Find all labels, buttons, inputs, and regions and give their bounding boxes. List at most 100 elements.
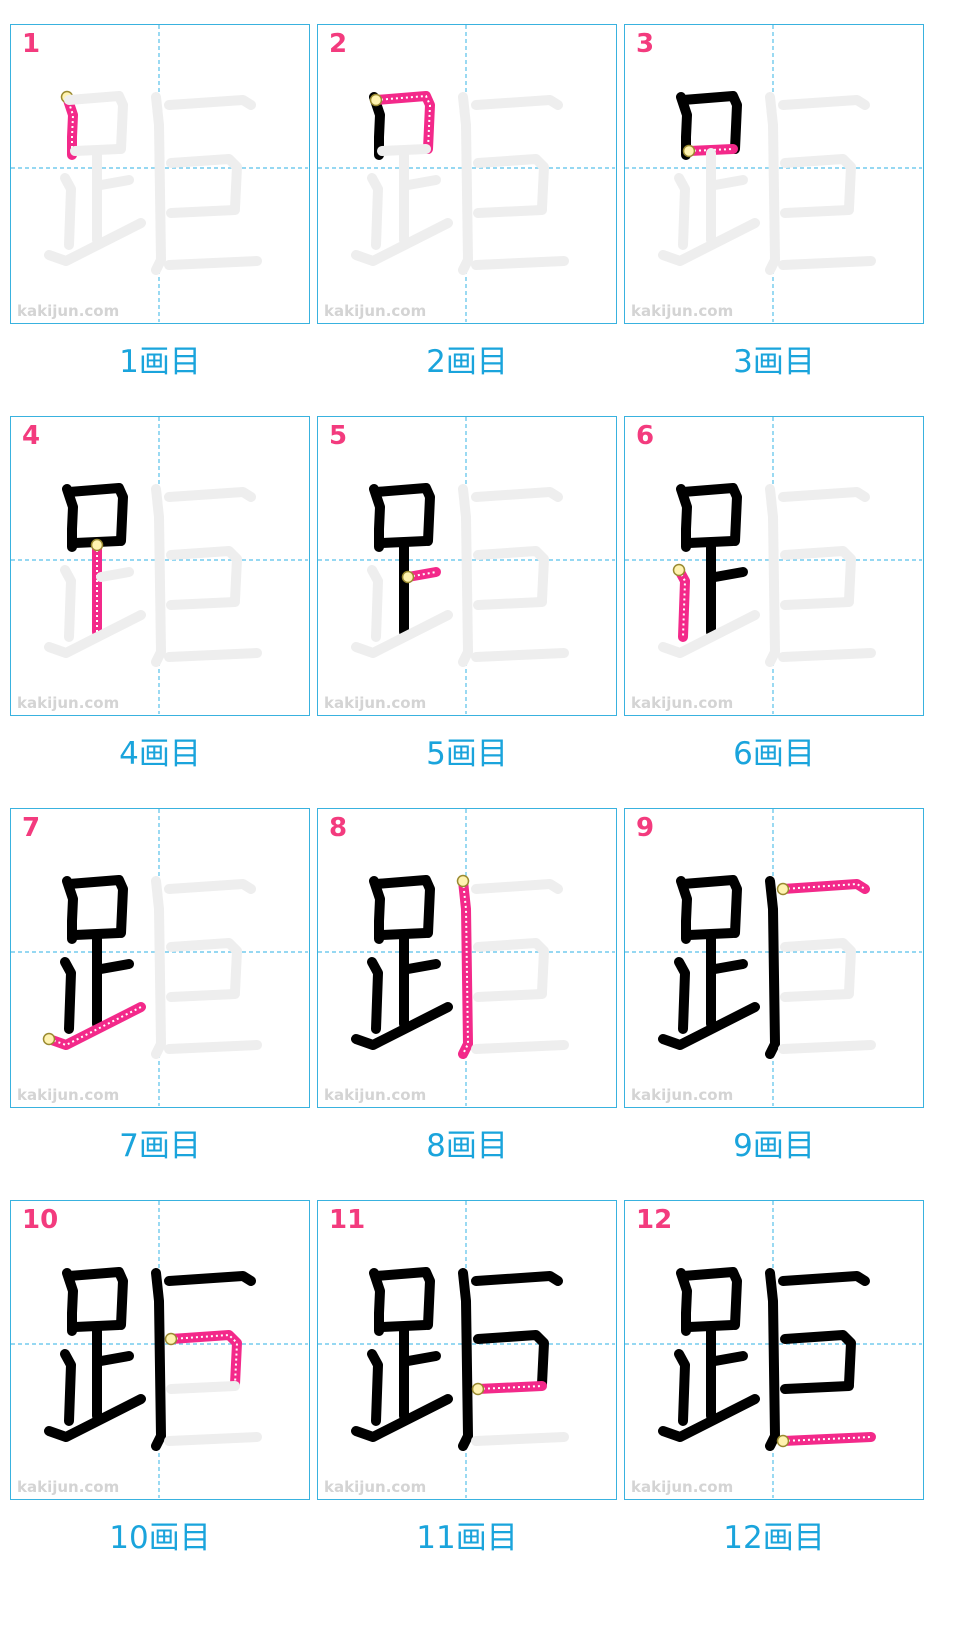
stroke-panel: 11 kakijun.com 11画目 <box>317 1200 617 1595</box>
current-stroke <box>473 1381 547 1394</box>
ghost-stroke <box>403 175 441 190</box>
stroke-panel: 2 kakijun.com 2画目 <box>317 24 617 419</box>
character-box: 1 kakijun.com <box>10 24 310 324</box>
done-stroke <box>369 484 385 552</box>
done-stroke <box>371 1267 435 1330</box>
stroke-diagram <box>625 809 922 1106</box>
ghost-stroke <box>658 610 760 658</box>
ghost-stroke <box>458 92 473 275</box>
ghost-stroke <box>674 173 690 250</box>
stroke-panel: 3 kakijun.com 3画目 <box>624 24 924 419</box>
watermark: kakijun.com <box>324 694 427 712</box>
watermark: kakijun.com <box>324 1478 427 1496</box>
ghost-stroke <box>164 1040 262 1054</box>
ghost-stroke <box>351 610 453 658</box>
step-caption: 1画目 <box>119 344 201 380</box>
done-stroke <box>62 484 78 552</box>
character-box: 12 kakijun.com <box>624 1200 924 1500</box>
character-box: 5 kakijun.com <box>317 416 617 716</box>
step-caption: 11画目 <box>416 1520 518 1556</box>
step-number: 1 <box>22 29 41 59</box>
step-number: 2 <box>329 29 348 59</box>
character-box: 10 kakijun.com <box>10 1200 310 1500</box>
ghost-stroke <box>780 154 856 213</box>
stroke-diagram <box>625 1201 922 1498</box>
ghost-stroke <box>471 648 569 662</box>
stroke-panel: 9 kakijun.com 9画目 <box>624 808 924 1203</box>
ghost-stroke <box>166 938 242 997</box>
ghost-stroke <box>166 205 240 218</box>
character-box: 9 kakijun.com <box>624 808 924 1108</box>
watermark: kakijun.com <box>17 1478 120 1496</box>
done-stroke <box>778 1271 870 1286</box>
ghost-stroke <box>166 597 240 610</box>
ghost-stroke <box>367 565 383 642</box>
step-number: 10 <box>22 1205 59 1235</box>
done-stroke <box>151 1268 166 1451</box>
watermark: kakijun.com <box>631 1478 734 1496</box>
step-caption: 5画目 <box>426 736 508 772</box>
done-stroke <box>674 1349 690 1426</box>
stroke-start-dot <box>471 1382 485 1396</box>
step-number: 6 <box>636 421 655 451</box>
ghost-stroke <box>710 175 748 190</box>
step-caption: 7画目 <box>119 1128 201 1164</box>
done-stroke <box>60 957 76 1034</box>
ghost-stroke <box>164 487 256 502</box>
done-stroke <box>367 1349 383 1426</box>
done-stroke <box>96 1351 134 1366</box>
ghost-stroke <box>471 256 569 270</box>
done-stroke <box>765 1268 780 1451</box>
stroke-start-dot <box>456 874 470 888</box>
ghost-stroke <box>164 256 262 270</box>
ghost-stroke <box>44 610 146 658</box>
character-box: 4 kakijun.com <box>10 416 310 716</box>
ghost-stroke <box>64 91 128 154</box>
stroke-diagram <box>11 25 308 322</box>
done-stroke <box>96 959 134 974</box>
done-stroke <box>64 1267 128 1330</box>
watermark: kakijun.com <box>17 302 120 320</box>
ghost-stroke <box>778 256 876 270</box>
stroke-diagram <box>11 1201 308 1498</box>
done-stroke <box>780 1330 856 1389</box>
stroke-start-dot <box>164 1332 178 1346</box>
ghost-stroke <box>151 876 166 1059</box>
stroke-panel: 12 kakijun.com 12画目 <box>624 1200 924 1595</box>
character-box: 2 kakijun.com <box>317 24 617 324</box>
ghost-stroke <box>166 546 242 605</box>
ghost-stroke <box>471 95 563 110</box>
done-stroke <box>64 875 128 938</box>
stroke-panel: 5 kakijun.com 5画目 <box>317 416 617 811</box>
done-stroke <box>458 1268 473 1451</box>
current-stroke-dots <box>462 880 470 1055</box>
done-stroke <box>674 957 690 1034</box>
ghost-stroke <box>765 484 780 667</box>
ghost-stroke <box>658 218 760 266</box>
watermark: kakijun.com <box>324 1086 427 1104</box>
current-stroke-dots <box>477 1385 543 1390</box>
ghost-stroke <box>458 484 473 667</box>
ghost-stroke <box>96 175 134 190</box>
done-stroke <box>403 959 441 974</box>
done-stroke <box>64 483 128 546</box>
stroke-diagram <box>11 417 308 714</box>
done-stroke <box>371 875 435 938</box>
stroke-diagram <box>318 25 615 322</box>
watermark: kakijun.com <box>631 694 734 712</box>
done-stroke <box>676 484 692 552</box>
stroke-start-dot <box>776 882 790 896</box>
done-stroke <box>678 91 742 154</box>
ghost-stroke <box>151 484 166 667</box>
watermark: kakijun.com <box>631 1086 734 1104</box>
step-caption: 10画目 <box>109 1520 211 1556</box>
character-box: 3 kakijun.com <box>624 24 924 324</box>
step-number: 8 <box>329 813 348 843</box>
done-stroke <box>710 959 748 974</box>
ghost-stroke <box>778 95 870 110</box>
ghost-stroke <box>96 567 134 582</box>
ghost-stroke <box>166 1381 240 1394</box>
stroke-panel: 4 kakijun.com 4画目 <box>10 416 310 811</box>
done-stroke <box>371 483 435 546</box>
step-number: 11 <box>329 1205 366 1235</box>
